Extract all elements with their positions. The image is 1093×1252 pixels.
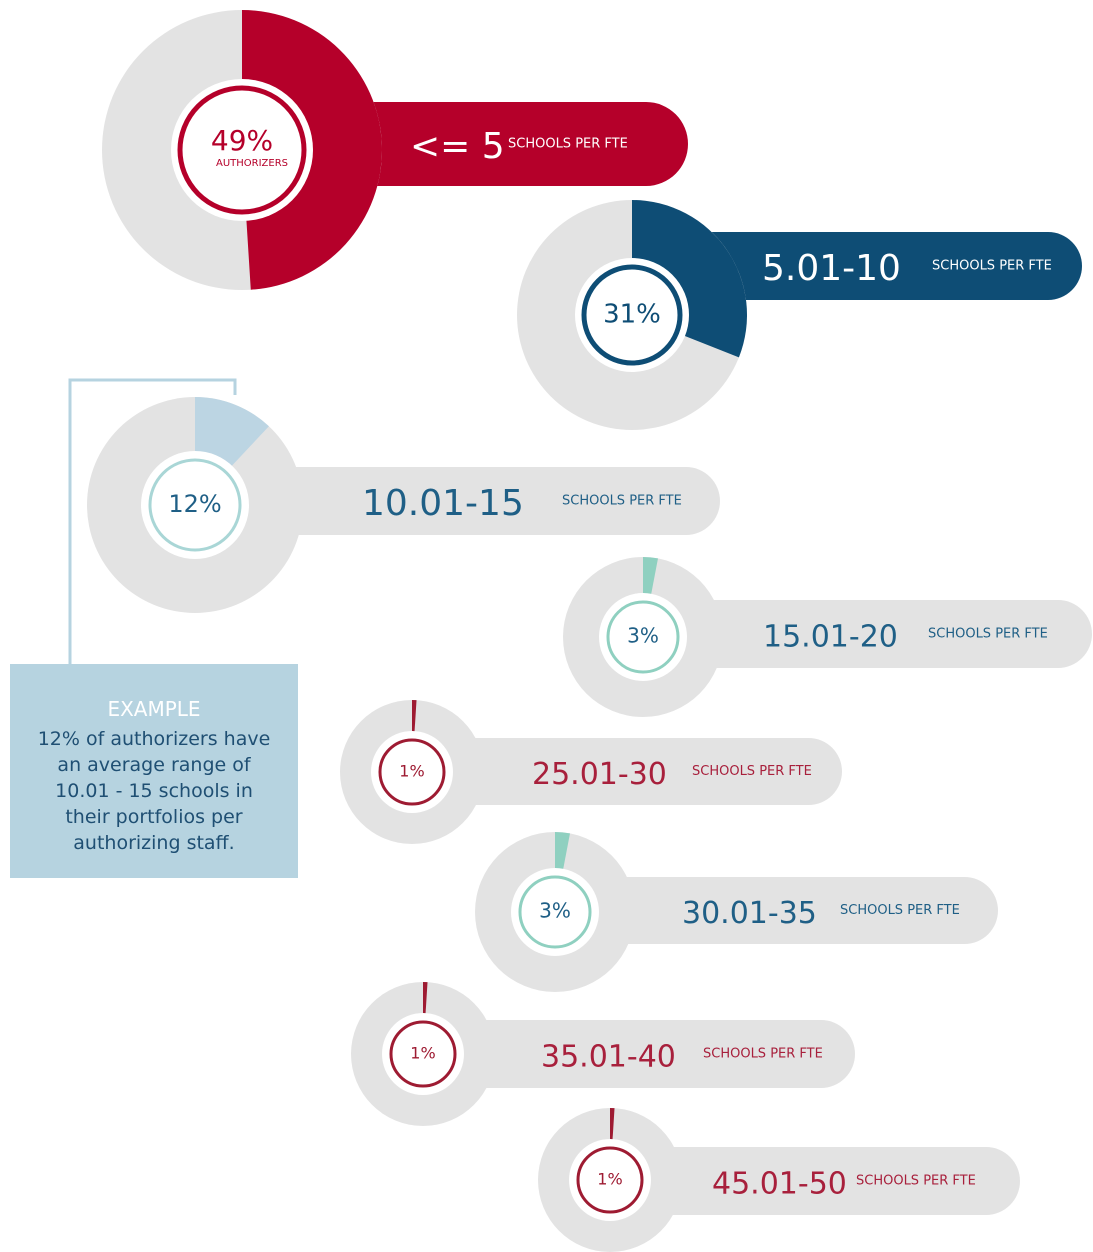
range-label: 5.01-10 — [762, 248, 901, 289]
connector — [68, 378, 237, 664]
range-label: 25.01-30 — [532, 757, 667, 792]
unit-label: SCHOOLS PER FTE — [703, 1047, 823, 1062]
value-label: 1% — [597, 1170, 622, 1189]
bar — [643, 600, 1092, 668]
value-label: 12% — [168, 490, 221, 518]
unit-label: SCHOOLS PER FTE — [928, 627, 1048, 642]
range-label: 10.01-15 — [362, 483, 524, 524]
value-label: 3% — [627, 624, 659, 648]
range-label: 35.01-40 — [541, 1040, 676, 1075]
range-label: 30.01-35 — [682, 896, 817, 931]
bar — [610, 1147, 1020, 1215]
bar — [555, 877, 998, 944]
ring — [148, 458, 242, 552]
unit-label: SCHOOLS PER FTE — [856, 1174, 976, 1189]
range-label: <= 5 — [410, 126, 505, 167]
bar — [412, 738, 842, 805]
bar — [423, 1020, 855, 1088]
bar — [195, 467, 720, 535]
unit-label: SCHOOLS PER FTE — [840, 903, 960, 918]
ring — [177, 85, 307, 215]
example-title: EXAMPLE — [107, 697, 201, 721]
example-box: EXAMPLE 12% of authorizers have an avera… — [10, 664, 298, 878]
unit-label: SCHOOLS PER FTE — [562, 494, 682, 509]
ring — [606, 600, 680, 674]
unit-label: SCHOOLS PER FTE — [692, 764, 812, 779]
ring — [518, 875, 592, 949]
value-label: 3% — [539, 899, 571, 923]
value-label: 1% — [410, 1044, 435, 1063]
range-label: 15.01-20 — [763, 620, 898, 655]
example-text: 12% of authorizers have an average range… — [37, 728, 271, 854]
ring — [581, 264, 683, 366]
bar — [632, 232, 1082, 300]
range-label: 45.01-50 — [712, 1167, 847, 1202]
ring — [576, 1146, 644, 1214]
unit-label: SCHOOLS PER FTE — [508, 137, 628, 152]
value-label: 49% — [211, 124, 273, 157]
value-caption: AUTHORIZERS — [216, 158, 288, 169]
ring — [378, 738, 446, 806]
value-label: 31% — [603, 300, 661, 330]
ring — [389, 1020, 457, 1088]
value-label: 1% — [399, 762, 424, 781]
unit-label: SCHOOLS PER FTE — [932, 259, 1052, 274]
